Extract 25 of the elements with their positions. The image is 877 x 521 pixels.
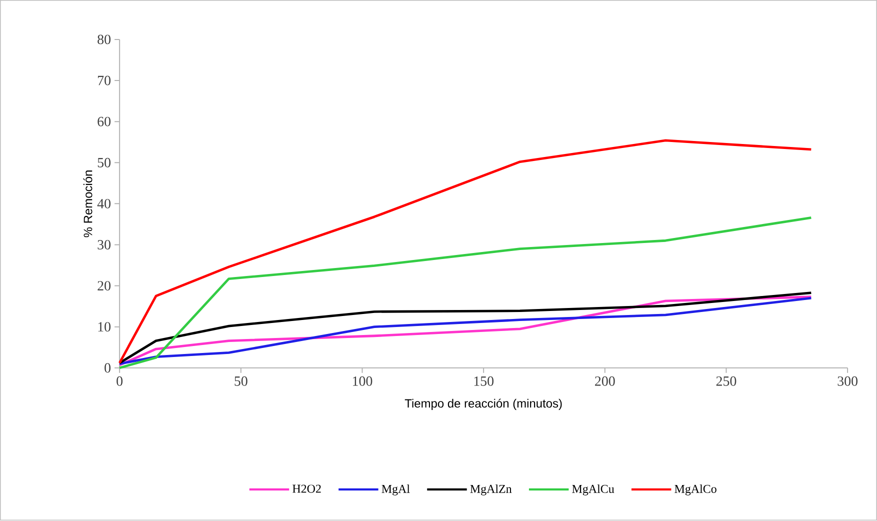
x-tick-label: 0	[116, 376, 123, 386]
y-tick-label: 40	[97, 199, 110, 209]
legend-label: MgAlCo	[674, 484, 716, 496]
line-series	[118, 216, 812, 370]
y-tick-label: 30	[98, 240, 110, 250]
y-tick-label: 10	[98, 322, 110, 332]
x-tick-label: 200	[595, 376, 615, 386]
legend-label: MgAlZn	[470, 484, 512, 496]
y-tick-label: 20	[98, 281, 110, 291]
x-tick-label: 250	[716, 376, 736, 386]
y-tick-label: 70	[98, 76, 110, 86]
y-tick-label: 80	[98, 34, 110, 44]
x-tick-label: 300	[838, 376, 858, 386]
legend-label: MgAl	[382, 484, 410, 496]
x-axis-title: Tiempo de reacción (minutos)	[404, 398, 562, 410]
y-tick-label: 50	[98, 158, 110, 168]
line-series	[118, 139, 812, 364]
y-axis-title: % Remoción	[83, 170, 92, 238]
y-tick-label: 60	[98, 117, 110, 127]
x-tick-label: 150	[474, 376, 494, 386]
x-tick-label: 50	[234, 376, 248, 386]
legend-label: MgAlCu	[572, 484, 614, 496]
x-tick-label: 100	[352, 376, 372, 386]
y-tick-label: 0	[104, 363, 110, 373]
legend-label: H2O2	[292, 484, 321, 493]
